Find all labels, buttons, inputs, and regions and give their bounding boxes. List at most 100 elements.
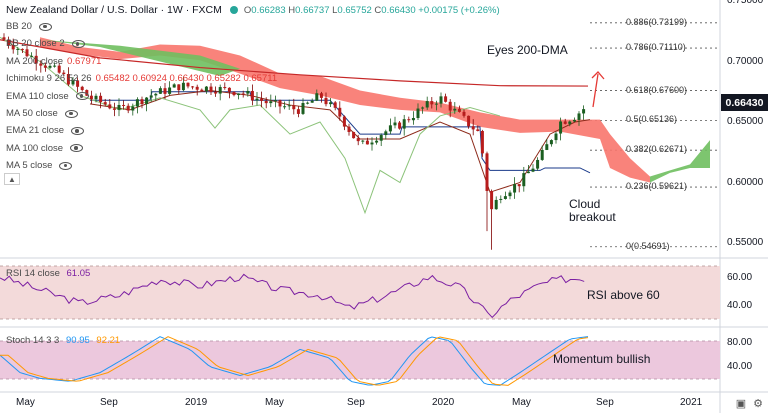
fib-label: 0(0.54691) bbox=[626, 240, 670, 251]
gear-icon[interactable]: ⚙ bbox=[753, 397, 763, 410]
fib-lines bbox=[590, 22, 720, 248]
legend-row-5[interactable]: MA 50 close bbox=[6, 105, 277, 122]
time-tick: Sep bbox=[596, 397, 614, 408]
candle-body bbox=[301, 102, 305, 114]
candle-body bbox=[526, 171, 530, 174]
candle-body bbox=[545, 144, 549, 150]
candle-body bbox=[430, 101, 434, 105]
candle-body bbox=[393, 122, 397, 126]
eye-icon[interactable] bbox=[71, 40, 85, 49]
stoch-lines bbox=[0, 336, 589, 386]
candle-body bbox=[62, 72, 66, 75]
legend-row-3[interactable]: Ichimoku 9 26 52 26 0.65482 0.60924 0.664… bbox=[6, 70, 277, 87]
legend-name: MA 50 close bbox=[6, 107, 58, 119]
candle-body bbox=[34, 55, 38, 64]
ohlc-values: O0.66283 H0.66737 L0.65752 C0.66430 +0.0… bbox=[243, 4, 500, 16]
camera-icon[interactable]: ▣ bbox=[735, 397, 747, 410]
candle-body bbox=[407, 119, 411, 121]
legend-row-1[interactable]: BB 20 close 2 bbox=[6, 35, 277, 52]
candle-body bbox=[448, 101, 452, 111]
candle-body bbox=[172, 84, 176, 88]
candle-body bbox=[112, 108, 116, 110]
fib-label: 0.618(0.67600) bbox=[626, 84, 688, 95]
candle-body bbox=[186, 82, 190, 87]
candle-body bbox=[347, 126, 351, 132]
fib-label: 0.382(0.62671) bbox=[626, 144, 688, 155]
candle-body bbox=[398, 122, 402, 129]
candle-body bbox=[421, 107, 425, 109]
legend-name: MA 5 close bbox=[6, 160, 53, 172]
legend-row-2[interactable]: MA 200 close 0.67971 bbox=[6, 53, 277, 70]
candle-body bbox=[154, 93, 158, 96]
candle-body bbox=[126, 105, 130, 111]
legend-values: 0.65482 0.60924 0.66430 0.65282 0.65711 bbox=[95, 73, 278, 85]
time-tick: May bbox=[16, 397, 35, 408]
time-tick: Sep bbox=[347, 397, 365, 408]
legend-row-7[interactable]: MA 100 close bbox=[6, 140, 277, 157]
rsi-series bbox=[0, 273, 585, 319]
candle-body bbox=[324, 97, 328, 105]
time-tick: May bbox=[512, 397, 531, 408]
candle-body bbox=[278, 100, 282, 107]
candle-body bbox=[250, 90, 254, 101]
eye-icon[interactable] bbox=[64, 109, 78, 118]
candle-body bbox=[361, 140, 365, 142]
annotation-rsi: RSI above 60 bbox=[587, 288, 660, 302]
price-tick: 0.65000 bbox=[727, 116, 764, 127]
candle-body bbox=[43, 65, 47, 68]
time-tick: May bbox=[265, 397, 284, 408]
legend-row-6[interactable]: EMA 21 close bbox=[6, 122, 277, 139]
legend-name: EMA 110 close bbox=[6, 90, 69, 102]
candle-body bbox=[356, 138, 360, 142]
stoch-legend: Stoch 14 3 3 90.95 92.21 bbox=[6, 335, 121, 346]
legend-row-8[interactable]: MA 5 close bbox=[6, 157, 277, 174]
candle-body bbox=[103, 102, 107, 105]
candle-body bbox=[499, 198, 503, 200]
candle-body bbox=[315, 93, 319, 101]
eye-icon[interactable] bbox=[38, 22, 52, 31]
candle-body bbox=[20, 48, 24, 50]
time-tick: Sep bbox=[100, 397, 118, 408]
candle-body bbox=[204, 86, 208, 91]
candle-body bbox=[99, 95, 103, 103]
collapse-legend-button[interactable]: ▲ bbox=[4, 173, 20, 185]
candle-body bbox=[94, 95, 98, 100]
candle-body bbox=[517, 184, 521, 187]
annotation-stoch: Momentum bullish bbox=[553, 352, 651, 366]
candle-body bbox=[310, 100, 314, 103]
legend-name: MA 100 close bbox=[6, 142, 64, 154]
fib-label: 0.886(0.73199) bbox=[626, 16, 688, 27]
candle-body bbox=[135, 99, 139, 107]
legend-row-0[interactable]: BB 20 bbox=[6, 18, 277, 35]
eye-icon[interactable] bbox=[75, 92, 89, 101]
candle-body bbox=[227, 87, 231, 92]
stoch-d-series bbox=[0, 336, 589, 386]
candle-body bbox=[490, 191, 494, 210]
eye-icon[interactable] bbox=[71, 127, 85, 136]
candle-body bbox=[89, 95, 93, 100]
candle-body bbox=[200, 89, 204, 91]
candle-body bbox=[457, 108, 461, 112]
legend-row-4[interactable]: EMA 110 close bbox=[6, 88, 277, 105]
eye-icon[interactable] bbox=[59, 161, 73, 170]
stoch-band bbox=[0, 341, 720, 379]
symbol-label: New Zealand Dollar / U.S. Dollar · 1W · … bbox=[6, 4, 222, 16]
price-tick: 0.55000 bbox=[727, 237, 764, 248]
breakout-arrow bbox=[592, 73, 599, 108]
candle-body bbox=[425, 101, 429, 108]
candle-body bbox=[108, 104, 112, 109]
candle-body bbox=[241, 93, 245, 95]
eye-icon[interactable] bbox=[70, 144, 84, 153]
candle-body bbox=[531, 168, 535, 172]
candle-body bbox=[485, 153, 489, 192]
candle-body bbox=[48, 65, 52, 68]
candle-body bbox=[140, 99, 144, 105]
candle-body bbox=[365, 140, 369, 145]
time-tick: 2021 bbox=[680, 397, 703, 408]
legend-values: 0.67971 bbox=[67, 55, 102, 67]
candle-body bbox=[223, 87, 227, 89]
rsi-tick-40: 40.00 bbox=[727, 300, 753, 311]
candle-body bbox=[296, 109, 300, 114]
